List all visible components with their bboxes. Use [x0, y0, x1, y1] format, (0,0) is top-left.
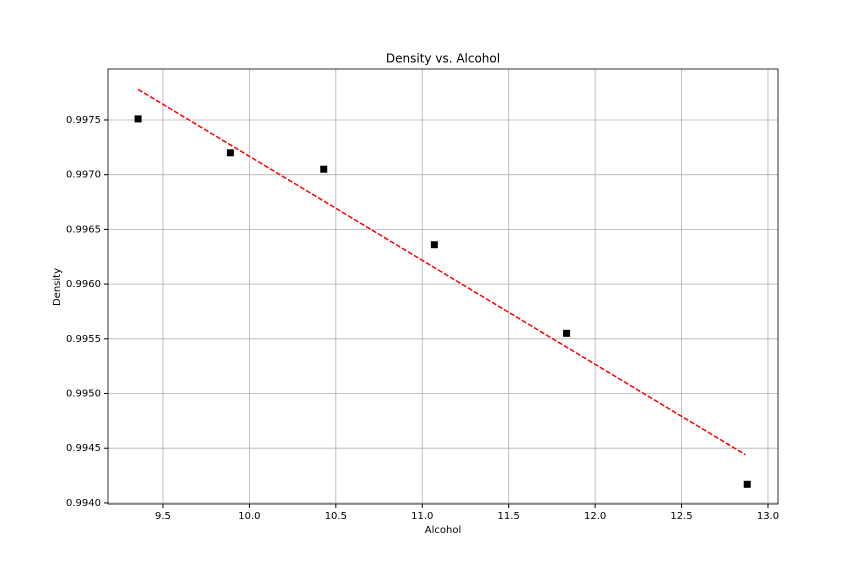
x-tick-label: 11.0	[411, 511, 433, 522]
x-tick-label: 10.0	[238, 511, 260, 522]
point	[134, 115, 142, 123]
x-tick-label: 11.5	[498, 511, 520, 522]
y-tick-label: 0.9965	[66, 224, 101, 235]
y-tick-label: 0.9945	[66, 443, 101, 454]
x-tick-label: 12.0	[584, 511, 606, 522]
x-tick-label: 12.5	[670, 511, 692, 522]
x-tick-label: 9.5	[155, 511, 171, 522]
y-tick-label: 0.9955	[66, 334, 101, 345]
x-tick-label: 10.5	[325, 511, 347, 522]
fit-line	[137, 88, 746, 456]
chart-title: Density vs. Alcohol	[386, 52, 500, 66]
x-axis-label: Alcohol	[425, 525, 461, 536]
y-tick-label: 0.9950	[66, 388, 101, 399]
point	[430, 241, 438, 249]
x-tick-label: 13.0	[757, 511, 779, 522]
plot-frame	[107, 68, 779, 505]
y-axis-label: Density	[52, 268, 63, 306]
point	[563, 329, 571, 337]
y-tick-label: 0.9975	[66, 115, 101, 126]
y-tick-label: 0.9970	[66, 170, 101, 181]
point	[743, 480, 751, 488]
point	[320, 165, 328, 173]
y-tick-label: 0.9940	[66, 498, 101, 509]
y-tick-label: 0.9960	[66, 279, 101, 290]
point	[226, 149, 234, 157]
